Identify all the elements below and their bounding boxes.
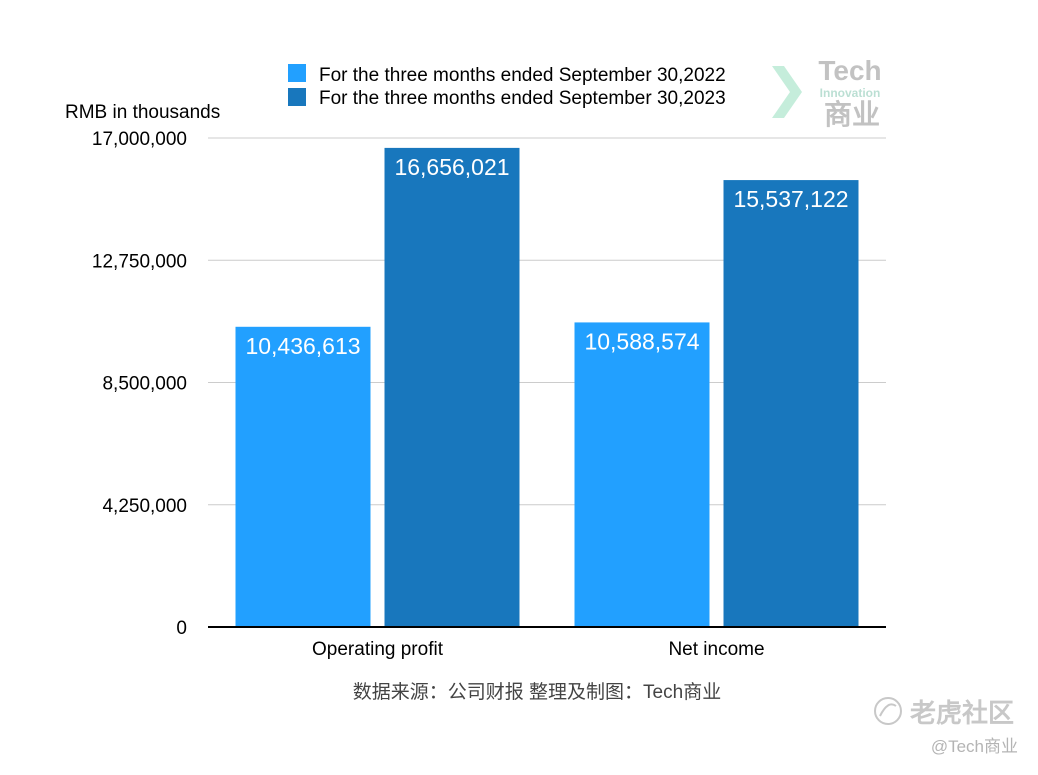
- source-note: 数据来源：公司财报 整理及制图：Tech商业: [353, 681, 721, 703]
- tech-innovation-logo: Tech Innovation 商业: [772, 55, 882, 130]
- logo-chevron-icon: [772, 66, 802, 118]
- y-tick-labels: 0 4,250,000 8,500,000 12,750,000 17,000,000: [92, 129, 187, 639]
- bar-value-label: 10,436,613: [245, 333, 360, 359]
- handle-watermark: @Tech商业: [931, 737, 1018, 756]
- x-tick-label: Net income: [668, 639, 764, 660]
- community-watermark: 老虎社区: [874, 697, 1014, 728]
- legend-label-2023: For the three months ended September 30,…: [319, 88, 726, 109]
- y-tick-label: 4,250,000: [102, 496, 187, 517]
- logo-text-tech: Tech: [818, 55, 881, 86]
- legend-label-2022: For the three months ended September 30,…: [319, 65, 726, 86]
- x-tick-label: Operating profit: [312, 639, 444, 660]
- bar-value-label: 15,537,122: [733, 186, 848, 212]
- bar-2023-net-income: [723, 180, 859, 627]
- y-tick-label: 0: [176, 618, 187, 639]
- legend: For the three months ended September 30,…: [288, 64, 726, 109]
- bar-2022-net-income: [574, 322, 710, 627]
- x-tick-labels: Operating profit Net income: [312, 639, 765, 660]
- community-watermark-text: 老虎社区: [910, 698, 1014, 728]
- bar-2022-operating-profit: [235, 326, 371, 627]
- y-axis-label: RMB in thousands: [65, 102, 220, 123]
- legend-swatch-2023: [288, 88, 306, 106]
- legend-swatch-2022: [288, 64, 306, 82]
- bar-value-label: 16,656,021: [394, 154, 509, 180]
- tiger-logo-stripe: [879, 703, 897, 717]
- y-tick-label: 8,500,000: [102, 374, 187, 395]
- bar-value-label: 10,588,574: [584, 328, 699, 354]
- bar-2023-operating-profit: [384, 147, 520, 627]
- y-tick-label: 17,000,000: [92, 129, 187, 150]
- y-tick-label: 12,750,000: [92, 251, 187, 272]
- logo-text-shangye: 商业: [824, 99, 880, 130]
- logo-text-innovation: Innovation: [820, 86, 881, 100]
- tiger-logo-icon: [874, 697, 902, 725]
- bars: 10,436,613 16,656,021 10,588,574 15,537,122: [235, 147, 859, 627]
